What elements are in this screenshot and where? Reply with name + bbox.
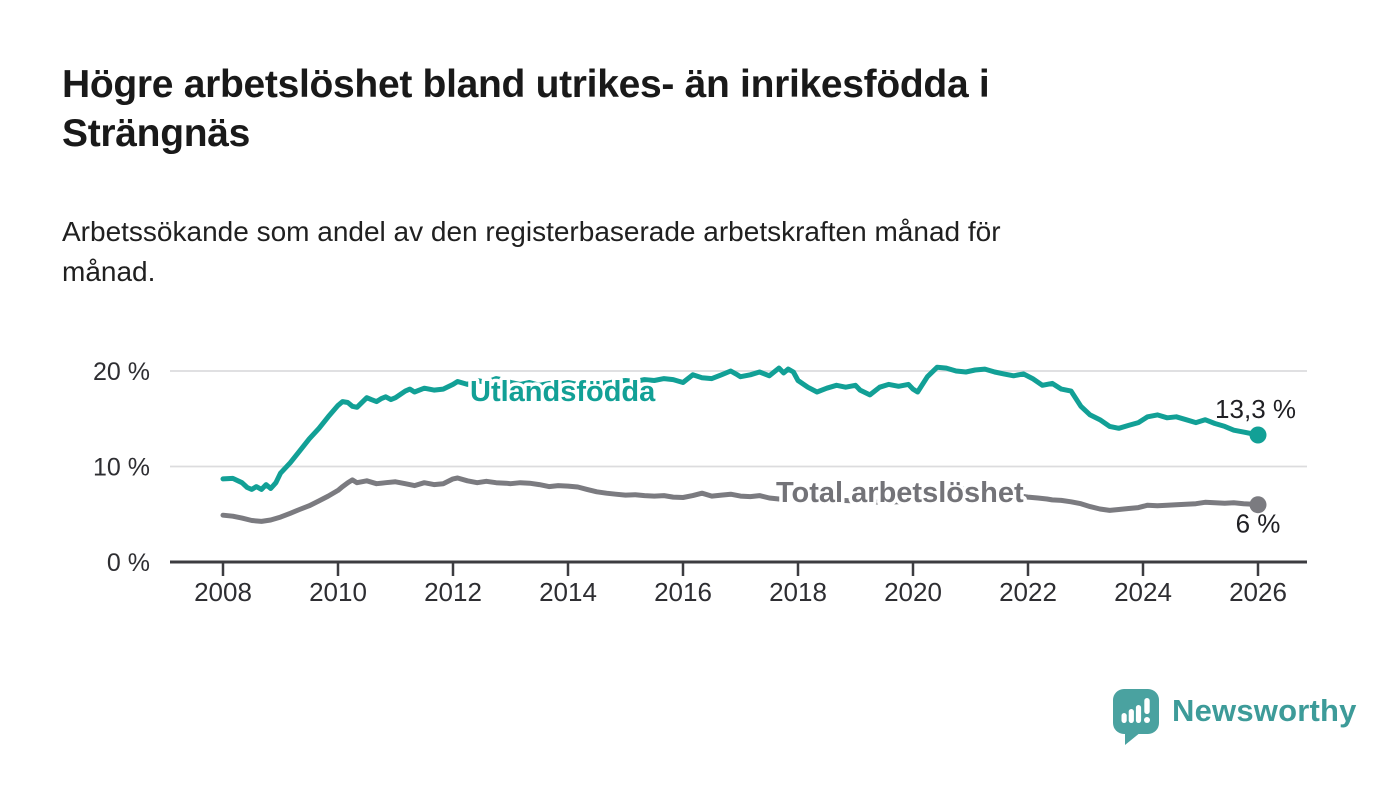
chart-subtitle-line-2: månad. [62, 256, 156, 287]
x-tick-label-2014: 2014 [539, 577, 597, 607]
series-end-dot-1 [1249, 426, 1267, 444]
y-tick-label-0: 0 % [107, 549, 150, 577]
series-end-label-0: 6 % [1236, 509, 1281, 539]
x-tick-label-2022: 2022 [999, 577, 1057, 607]
series-label-1: Utlandsfödda [470, 376, 656, 408]
chart-subtitle: Arbetssökande som andel av den registerb… [62, 212, 1262, 292]
x-tick-label-2012: 2012 [424, 577, 482, 607]
chart-subtitle-line-1: Arbetssökande som andel av den registerb… [62, 216, 1001, 247]
x-tick-label-2008: 2008 [194, 577, 252, 607]
x-tick-label-2016: 2016 [654, 577, 712, 607]
newsworthy-logo-icon [1113, 689, 1159, 745]
x-tick-label-2010: 2010 [309, 577, 367, 607]
series-line-1 [220, 364, 1261, 492]
x-tick-label-2026: 2026 [1229, 577, 1287, 607]
page-title-line-1: Högre arbetslöshet bland utrikes- än inr… [62, 63, 990, 106]
page-title: Högre arbetslöshet bland utrikes- än inr… [62, 60, 1242, 158]
y-tick-label-10: 10 % [93, 454, 150, 482]
series-line-0 [220, 475, 1261, 524]
line-chart: 2008 2010 2012 2014 2016 2018 2020 2022 2024 2026… [93, 358, 1307, 607]
newsworthy-logo: Newsworthy [1112, 688, 1357, 746]
x-tick-label-2020: 2020 [884, 577, 942, 607]
series-label-0: Total arbetslöshet [776, 477, 1024, 509]
series-end-label-1: 13,3 % [1215, 394, 1296, 424]
x-tick-label-2018: 2018 [769, 577, 827, 607]
series-end-dot-0 [1249, 496, 1267, 514]
newsworthy-brand-name: Newsworthy [1172, 693, 1357, 728]
page-title-line-2: Strängnäs [62, 112, 251, 155]
x-tick-label-2024: 2024 [1114, 577, 1172, 607]
y-tick-label-20: 20 % [93, 358, 150, 386]
